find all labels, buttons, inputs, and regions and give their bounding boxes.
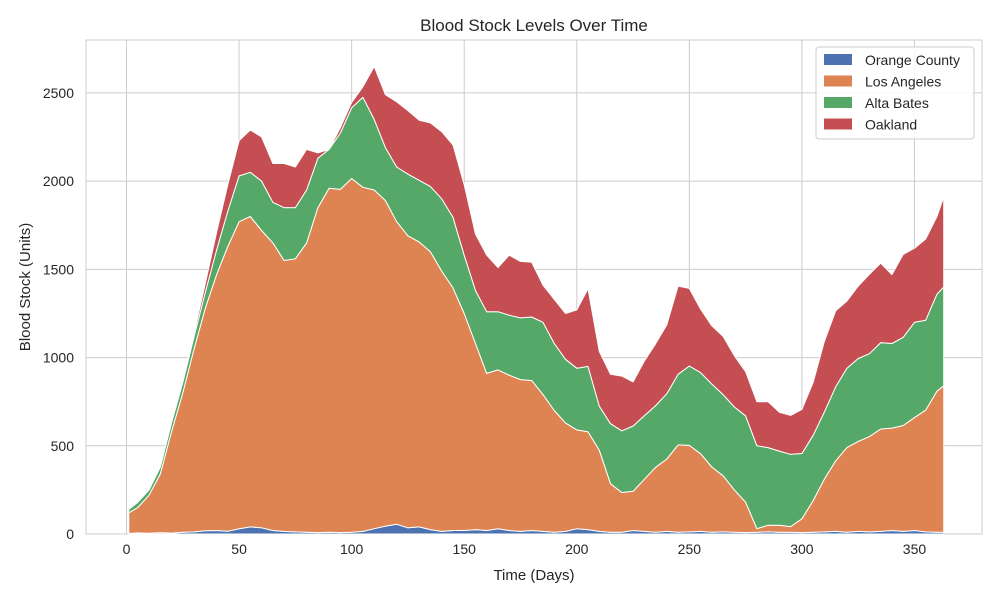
y-tick-label: 1500 bbox=[43, 261, 74, 277]
legend-box bbox=[815, 46, 975, 140]
y-tick-label: 2500 bbox=[43, 85, 74, 101]
y-tick-label: 0 bbox=[66, 526, 74, 542]
y-tick-label: 2000 bbox=[43, 173, 74, 189]
y-tick-label: 1000 bbox=[43, 350, 74, 366]
x-tick-label: 250 bbox=[678, 541, 702, 557]
x-axis-label: Time (Days) bbox=[493, 567, 574, 584]
y-tick-label: 500 bbox=[51, 438, 75, 454]
stacked-areas bbox=[128, 66, 945, 535]
legend-swatch bbox=[824, 54, 852, 65]
legend-swatch bbox=[824, 97, 852, 108]
x-axis-ticks: 0 50 100 150 200 250 300 350 bbox=[123, 541, 927, 557]
x-tick-label: 200 bbox=[565, 541, 589, 557]
legend-label: Los Angeles bbox=[865, 74, 941, 90]
x-tick-label: 50 bbox=[231, 541, 247, 557]
y-axis-label: Blood Stock (Units) bbox=[17, 223, 34, 351]
legend: Orange County Los Angeles Alta Bates Oaklan… bbox=[815, 46, 975, 140]
x-tick-label: 350 bbox=[903, 541, 927, 557]
x-tick-label: 300 bbox=[790, 541, 814, 557]
y-axis-ticks: 0 500 1000 1500 2000 2500 bbox=[43, 85, 74, 542]
x-tick-label: 0 bbox=[123, 541, 131, 557]
legend-label: Oakland bbox=[865, 117, 917, 133]
legend-label: Orange County bbox=[865, 52, 960, 68]
legend-swatch bbox=[824, 75, 852, 87]
chart-title: Blood Stock Levels Over Time bbox=[420, 16, 648, 35]
x-tick-label: 100 bbox=[340, 541, 364, 557]
legend-label: Alta Bates bbox=[865, 95, 929, 111]
x-tick-label: 150 bbox=[453, 541, 477, 557]
legend-swatch bbox=[824, 118, 852, 130]
area-series-3 bbox=[128, 66, 945, 510]
